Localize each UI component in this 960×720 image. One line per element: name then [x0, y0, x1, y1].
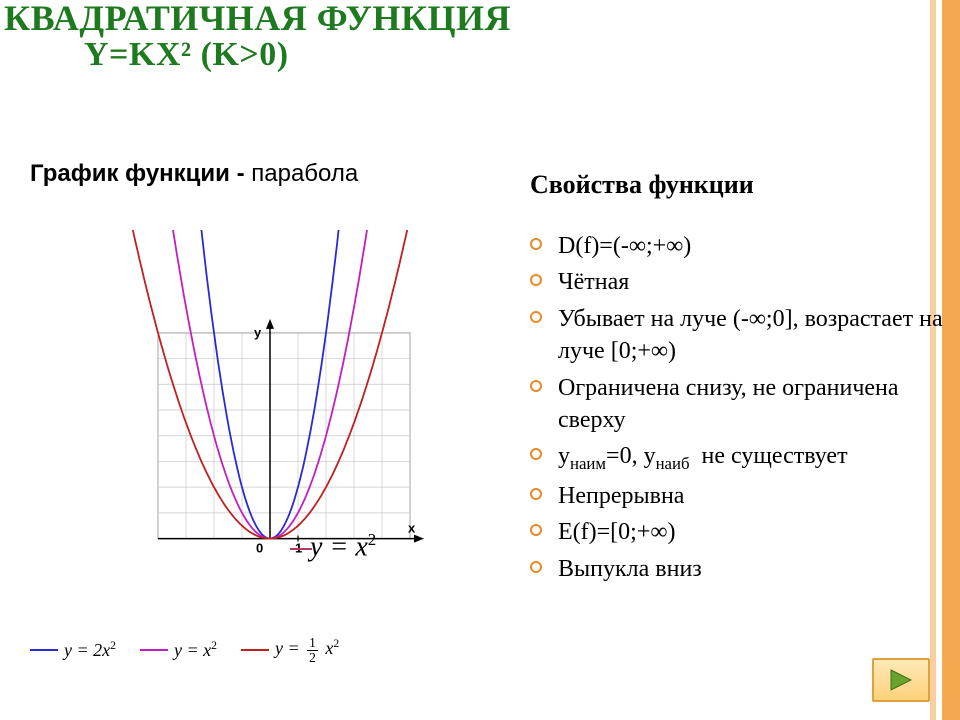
- property-item: D(f)=(-∞;+∞): [530, 230, 960, 262]
- property-item: Ограничена снизу, не ограничена сверху: [530, 372, 960, 437]
- property-item: yнаим=0, yнаиб не существует: [530, 440, 960, 475]
- legend-text: y = x2: [174, 640, 217, 660]
- left-column: График функции - парабола: [30, 160, 490, 188]
- legend-color-swatch: [241, 649, 269, 651]
- title-sub: Y=KX² (K>0): [84, 36, 960, 74]
- property-item: Выпукла вниз: [530, 553, 960, 585]
- chart-svg: 01xy: [60, 230, 480, 590]
- main-equation: y = x2: [310, 530, 376, 563]
- next-button[interactable]: [872, 658, 930, 702]
- legend: y = 2x2 y = x2 y = 12 x2: [30, 636, 550, 664]
- equation-legend-dash: [290, 548, 312, 550]
- properties-header: Свойства функции: [530, 170, 960, 200]
- svg-text:0: 0: [256, 541, 263, 556]
- properties-list: D(f)=(-∞;+∞) Чётная Убывает на луче (-∞;0]…: [530, 230, 960, 585]
- svg-text:y: y: [254, 325, 262, 340]
- svg-text:x: x: [408, 521, 416, 536]
- legend-item: y = 12 x2: [241, 636, 339, 664]
- property-item: Чётная: [530, 266, 960, 298]
- eq-text: y = x: [310, 531, 368, 562]
- graph-label-rest: парабола: [251, 160, 358, 187]
- legend-item: y = 2x2: [30, 639, 116, 662]
- property-item: E(f)=[0;+∞): [530, 516, 960, 548]
- legend-text: y = 2x2: [64, 640, 116, 660]
- legend-text: y = 12 x2: [275, 638, 339, 658]
- graph-label-bold: График функции -: [30, 160, 251, 187]
- property-item: Непрерывна: [530, 480, 960, 512]
- graph-label: График функции - парабола: [30, 160, 490, 188]
- parabola-chart: 01xy: [60, 230, 480, 590]
- legend-color-swatch: [140, 649, 168, 651]
- legend-color-swatch: [30, 649, 58, 651]
- title-main: КВАДРАТИЧНАЯ ФУНКЦИЯ: [4, 0, 960, 36]
- legend-item: y = x2: [140, 639, 217, 662]
- play-icon: [887, 668, 915, 692]
- right-column: Свойства функции D(f)=(-∞;+∞) Чётная Убыва…: [530, 170, 960, 589]
- eq-sup: 2: [368, 530, 376, 549]
- property-item: Убывает на луче (-∞;0], возрастает на лу…: [530, 303, 960, 368]
- title-block: КВАДРАТИЧНАЯ ФУНКЦИЯ Y=KX² (K>0): [0, 0, 960, 74]
